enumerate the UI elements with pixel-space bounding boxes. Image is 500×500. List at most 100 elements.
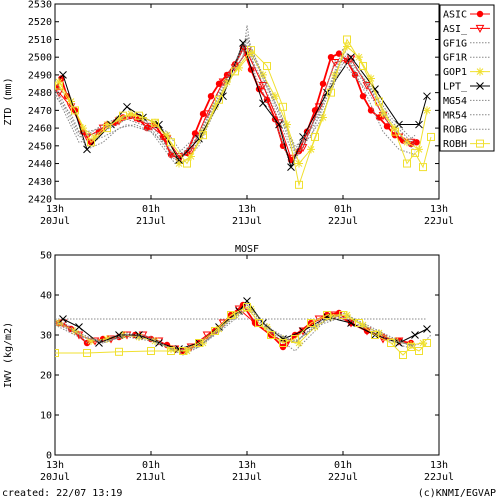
point-gop1 bbox=[175, 159, 183, 168]
legend-marker-gop1 bbox=[476, 67, 484, 76]
y-tick-label: 2510 bbox=[28, 35, 52, 46]
series-line-lpt bbox=[62, 41, 428, 169]
point-asi bbox=[186, 343, 196, 352]
series-line-robg bbox=[55, 38, 416, 158]
point-robh bbox=[279, 102, 287, 111]
point-robh bbox=[227, 311, 235, 319]
series-line-mg54 bbox=[55, 41, 416, 161]
series-robh bbox=[55, 303, 431, 359]
x-tick-label-date: 20Jul bbox=[40, 216, 70, 227]
point-robh bbox=[167, 138, 175, 147]
point-lpt bbox=[59, 71, 67, 79]
point-asic bbox=[413, 139, 420, 146]
x-tick-label-time: 01h bbox=[334, 204, 352, 215]
point-robh bbox=[427, 132, 435, 141]
point-asi bbox=[362, 82, 372, 91]
point-robh bbox=[263, 62, 271, 71]
point-asi bbox=[346, 319, 356, 328]
point-robh bbox=[83, 349, 91, 357]
point-robh bbox=[387, 339, 395, 347]
point-lpt bbox=[259, 99, 267, 108]
point-gop1 bbox=[379, 109, 387, 118]
point-robh bbox=[307, 319, 315, 327]
point-robh bbox=[243, 303, 251, 311]
legend-marker-asi bbox=[475, 24, 485, 33]
x-tick-label-date: 21Jul bbox=[232, 216, 262, 227]
x-tick-label-date: 22Jul bbox=[328, 216, 358, 227]
series-line-robh bbox=[58, 38, 432, 187]
series-mr54 bbox=[55, 47, 416, 165]
series-robg bbox=[55, 38, 416, 158]
point-asi bbox=[330, 59, 340, 68]
point-robh bbox=[231, 67, 239, 76]
point-robh bbox=[355, 319, 363, 327]
x-tick-label-time: 13h bbox=[238, 204, 256, 215]
y-tick-label: 2440 bbox=[28, 159, 52, 170]
point-robh bbox=[391, 127, 399, 136]
point-gop1 bbox=[211, 102, 219, 111]
legend-label-robg: ROBG bbox=[443, 125, 467, 136]
point-robh bbox=[411, 148, 419, 157]
x-tick-label-date: 21Jul bbox=[136, 472, 166, 483]
point-robh bbox=[295, 180, 303, 189]
point-robh bbox=[407, 343, 415, 351]
point-asi bbox=[258, 82, 268, 91]
point-robh bbox=[371, 331, 379, 339]
x-tick-label-date: 22Jul bbox=[424, 472, 454, 483]
point-robh bbox=[399, 351, 407, 359]
point-robh bbox=[311, 132, 319, 141]
y-tick-label: 10 bbox=[40, 411, 52, 422]
point-asic bbox=[367, 107, 375, 114]
point-lpt bbox=[411, 331, 419, 339]
point-robh bbox=[291, 335, 299, 343]
y-tick-label: 2520 bbox=[28, 17, 52, 28]
point-gop1 bbox=[343, 42, 351, 51]
point-lpt bbox=[287, 163, 295, 171]
point-lpt bbox=[115, 331, 123, 339]
point-asi bbox=[314, 103, 324, 112]
x-tick-label-time: 13h bbox=[430, 204, 448, 215]
point-robh bbox=[211, 327, 219, 335]
iwv-panel: MOSF0102030405013h20Jul01h21Jul13h21Jul0… bbox=[3, 244, 454, 483]
point-gop1 bbox=[91, 132, 99, 141]
y-axis-label: ZTD (mm) bbox=[3, 77, 14, 125]
x-tick-label-time: 13h bbox=[46, 204, 64, 215]
y-tick-label: 50 bbox=[40, 251, 52, 262]
x-tick-label-date: 21Jul bbox=[232, 472, 262, 483]
created-footer: created: 22/07 13:19 bbox=[2, 488, 122, 499]
point-lpt bbox=[275, 120, 283, 129]
x-tick-label-time: 01h bbox=[142, 460, 160, 471]
point-asi bbox=[286, 154, 296, 163]
y-tick-label: 40 bbox=[40, 291, 52, 302]
legend-label-gf1r: GF1R bbox=[443, 53, 468, 64]
point-gop1 bbox=[271, 92, 279, 101]
legend-marker-asic bbox=[476, 10, 484, 18]
x-tick-label-time: 01h bbox=[142, 204, 160, 215]
point-robh bbox=[195, 339, 203, 347]
point-robh bbox=[247, 46, 255, 55]
point-robh bbox=[115, 347, 123, 356]
x-tick-label-date: 22Jul bbox=[328, 472, 358, 483]
point-gop1 bbox=[163, 131, 171, 140]
point-robh bbox=[103, 124, 111, 133]
point-asic bbox=[143, 124, 151, 132]
point-lpt bbox=[75, 323, 83, 331]
point-robh bbox=[419, 163, 427, 172]
point-robh bbox=[87, 138, 95, 147]
point-robh bbox=[423, 339, 431, 347]
point-robh bbox=[339, 311, 347, 319]
legend-label-asi: ASI_ bbox=[443, 24, 468, 35]
point-asic bbox=[191, 130, 199, 137]
point-asic bbox=[207, 92, 215, 100]
point-robh bbox=[147, 347, 155, 355]
point-robh bbox=[55, 81, 63, 90]
point-asic bbox=[359, 92, 367, 100]
point-robh bbox=[215, 95, 223, 104]
point-lpt bbox=[155, 339, 163, 347]
point-asic bbox=[58, 75, 65, 82]
point-robh bbox=[323, 311, 331, 319]
legend-label-mr54: MR54 bbox=[443, 110, 467, 121]
point-robh bbox=[179, 347, 187, 355]
point-lpt bbox=[59, 315, 67, 323]
